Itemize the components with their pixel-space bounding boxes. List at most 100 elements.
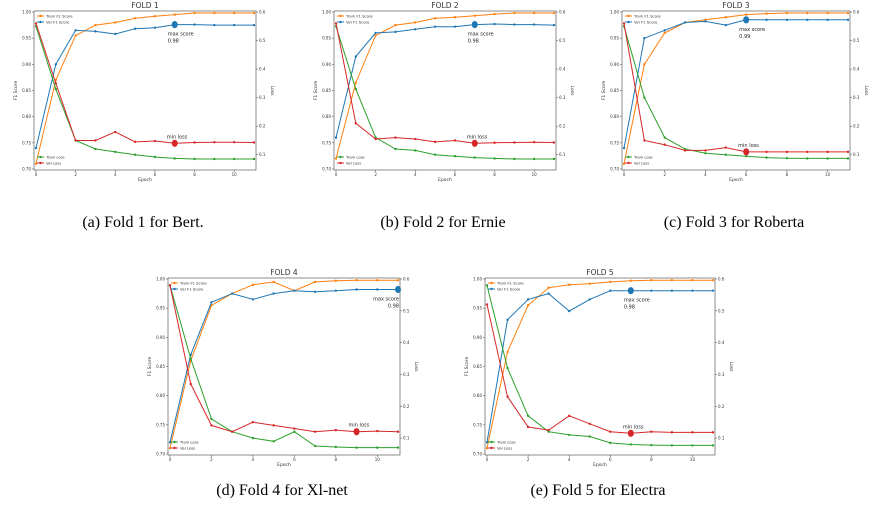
max-score-value: 0.98 — [168, 39, 179, 45]
data-point-train-loss — [293, 430, 296, 433]
y2-tick-label: 0.1 — [403, 436, 410, 441]
data-point-val-loss — [94, 139, 97, 142]
min-loss-marker — [627, 429, 634, 437]
data-point-train-f1-score — [513, 11, 516, 15]
x-tick-label: 10 — [825, 172, 831, 177]
data-point-val-loss — [493, 141, 496, 144]
x-tick-label: 6 — [454, 172, 457, 177]
data-point-train-loss — [588, 435, 591, 438]
series-line-train-f1-score — [335, 12, 554, 159]
data-point-val-loss — [547, 428, 550, 432]
data-point-val-loss — [168, 284, 172, 287]
max-score-marker — [743, 16, 750, 24]
y2-tick-label: 0.1 — [559, 152, 566, 157]
legend-label: Train F1 Score — [345, 14, 373, 19]
data-point-train-f1-score — [334, 279, 338, 282]
chart-panel-fold-5: FOLD 5 0.70 0.75 0.80 0.85 0.90 0.95 1.00 0.1 0.2… — [463, 267, 734, 468]
data-point-train-loss — [765, 156, 768, 159]
y-tick-label: 0.75 — [610, 140, 619, 145]
data-point-train-f1-score — [252, 11, 256, 15]
data-point-train-loss — [394, 147, 397, 151]
data-point-val-loss — [232, 140, 236, 144]
data-point-train-loss — [513, 157, 516, 161]
data-point-val-f1-score — [293, 289, 296, 292]
chart-panel-fold-2: FOLD 2 0.70 0.75 0.80 0.85 0.90 0.95 1.00 0.1 0.2… — [312, 0, 575, 183]
y-tick-label: 0.95 — [22, 36, 31, 41]
data-point-val-f1-score — [683, 21, 687, 24]
data-point-train-loss — [210, 417, 213, 421]
data-point-train-loss — [193, 157, 196, 161]
y-tick-label: 1.00 — [156, 277, 165, 282]
data-point-val-f1-score — [765, 18, 768, 22]
data-point-train-loss — [354, 87, 358, 91]
legend-label: Val F1 Score — [497, 287, 521, 292]
data-point-train-f1-score — [785, 11, 789, 15]
data-point-train-loss — [506, 366, 509, 370]
y2-tick-label: 0.2 — [403, 404, 410, 409]
data-point-val-f1-score — [493, 22, 496, 26]
data-point-train-f1-score — [629, 279, 633, 282]
x-tick-label: 4 — [252, 457, 255, 462]
x-axis-label: Epoch — [729, 177, 743, 183]
data-point-val-f1-score — [724, 23, 728, 27]
data-point-val-f1-score — [691, 289, 694, 292]
data-point-train-loss — [485, 284, 489, 287]
data-point-train-f1-score — [374, 34, 377, 37]
min-loss-marker — [171, 139, 178, 147]
caption-fold-4: (d) Fold 4 for Xl-net — [216, 482, 348, 499]
data-point-val-f1-score — [643, 36, 646, 40]
legend-label: Val Loss — [346, 161, 361, 166]
data-point-val-loss — [114, 130, 117, 134]
y-tick-label: 0.90 — [473, 335, 482, 340]
data-point-train-f1-score — [133, 17, 137, 20]
y2-tick-label: 0.5 — [718, 308, 725, 313]
data-point-train-f1-score — [846, 11, 850, 15]
min-loss-label: min loss — [467, 134, 488, 140]
data-point-val-f1-score — [374, 31, 377, 35]
data-point-train-loss — [609, 441, 612, 445]
y2-tick-label: 0.6 — [259, 10, 266, 15]
data-point-val-loss — [526, 425, 530, 429]
y-tick-label: 0.75 — [473, 422, 482, 427]
data-point-val-f1-score — [168, 441, 172, 444]
legend-label: Train F1 Score — [633, 14, 661, 19]
data-point-val-f1-score — [394, 30, 397, 34]
max-score-label: max score — [739, 27, 765, 33]
data-point-val-f1-score — [94, 30, 97, 33]
data-point-train-f1-score — [806, 11, 809, 15]
series-line-train-loss — [335, 26, 554, 160]
data-point-train-loss — [414, 149, 417, 152]
data-point-val-loss — [396, 430, 400, 433]
data-point-val-loss — [453, 139, 457, 142]
y-tick-label: 0.80 — [22, 114, 31, 119]
data-point-train-loss — [826, 157, 829, 160]
x-tick-label: 8 — [193, 172, 196, 177]
data-point-train-loss — [846, 157, 850, 160]
series-line-val-f1-score — [335, 23, 555, 138]
data-point-val-loss — [513, 141, 516, 144]
data-point-val-loss — [293, 427, 296, 430]
plot-frame — [621, 10, 851, 171]
data-point-val-loss — [670, 431, 674, 434]
data-point-train-f1-score — [547, 286, 550, 289]
data-point-val-loss — [189, 382, 192, 386]
data-point-train-loss — [313, 444, 317, 448]
data-point-val-f1-score — [846, 18, 850, 22]
data-point-val-f1-score — [588, 298, 591, 301]
legend-entry: Train F1 Score — [488, 281, 524, 286]
data-point-val-loss — [210, 424, 213, 427]
data-point-train-f1-score — [765, 12, 768, 15]
data-point-train-loss — [650, 443, 653, 447]
data-point-val-loss — [552, 141, 556, 144]
data-point-train-f1-score — [453, 16, 457, 19]
series-line-train-loss — [486, 285, 713, 446]
chart-title: FOLD 2 — [431, 1, 459, 10]
chart-title: FOLD 5 — [586, 268, 614, 277]
legend-entry: Train F1 Score — [625, 14, 661, 19]
data-point-val-loss — [691, 431, 694, 434]
x-tick-label: 10 — [375, 457, 381, 462]
data-point-train-f1-score — [744, 13, 748, 16]
data-point-val-f1-score — [506, 318, 509, 322]
data-point-val-f1-score — [252, 23, 256, 27]
x-tick-label: 0 — [335, 172, 338, 177]
